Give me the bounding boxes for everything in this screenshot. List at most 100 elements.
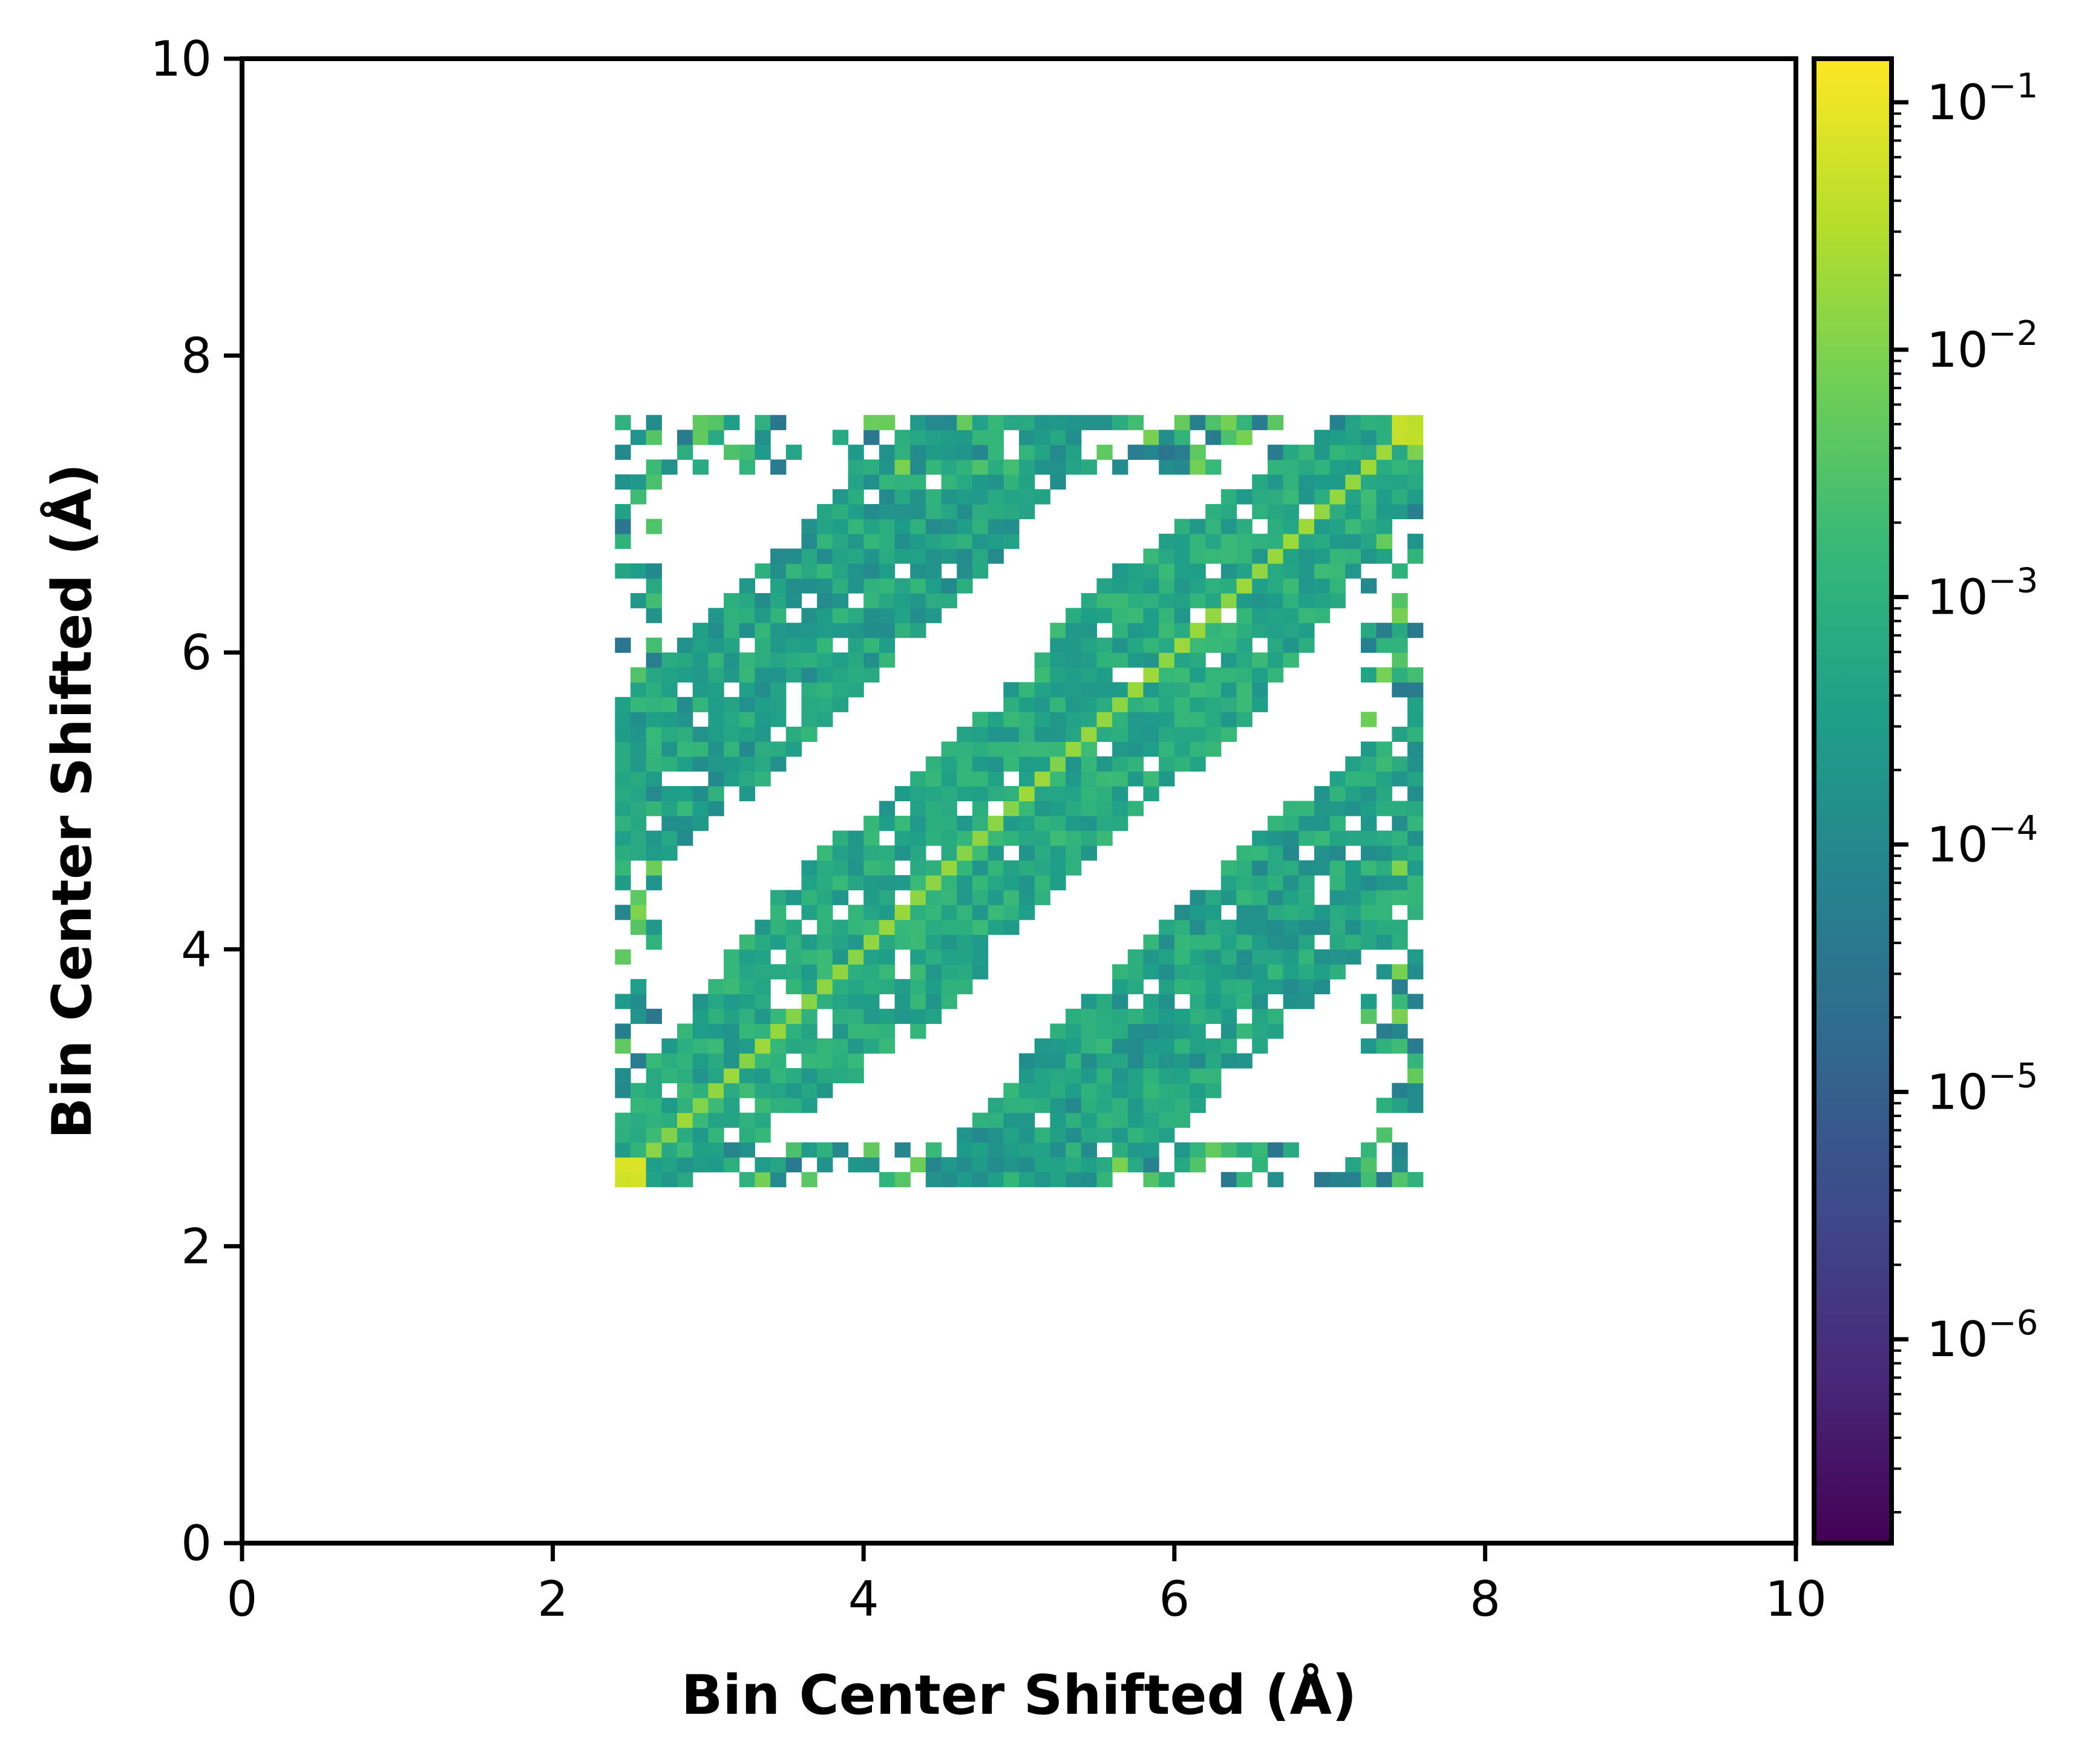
heatmap-cell: [1267, 623, 1284, 638]
heatmap-cell: [1003, 1157, 1020, 1173]
heatmap-cell: [894, 444, 911, 460]
heatmap-cell: [1143, 771, 1159, 787]
heatmap-cell: [1407, 623, 1424, 638]
heatmap-cell: [646, 801, 662, 816]
heatmap-cell: [1127, 578, 1144, 594]
heatmap-cell: [755, 1127, 771, 1143]
heatmap-cell: [1127, 637, 1144, 653]
heatmap-cell: [1190, 415, 1206, 430]
heatmap-cell: [1220, 875, 1237, 891]
heatmap-cell: [1143, 1172, 1159, 1187]
heatmap-cell: [615, 830, 631, 846]
heatmap-cell: [770, 563, 787, 579]
heatmap-cell: [724, 1112, 740, 1128]
heatmap-cell: [1314, 474, 1331, 490]
heatmap-cell: [972, 875, 989, 891]
heatmap-cell: [1267, 934, 1284, 950]
heatmap-cell: [708, 1008, 724, 1025]
heatmap-cell: [770, 1083, 787, 1098]
heatmap-cell: [755, 1038, 771, 1054]
heatmap-cell: [1205, 503, 1222, 520]
heatmap-cell: [972, 964, 989, 980]
heatmap-cell: [1174, 578, 1191, 594]
heatmap-cell: [817, 1083, 833, 1098]
heatmap-cell: [1174, 533, 1191, 549]
heatmap-cell: [631, 905, 647, 920]
heatmap-cell: [739, 1083, 756, 1098]
heatmap-cell: [1034, 830, 1050, 846]
heatmap-cell: [724, 1083, 740, 1098]
heatmap-cell: [755, 652, 771, 668]
heatmap-cell: [910, 860, 926, 876]
heatmap-cell: [677, 1083, 693, 1098]
heatmap-cell: [1252, 608, 1268, 623]
heatmap-cell: [1081, 1023, 1097, 1039]
heatmap-cell: [801, 979, 817, 994]
heatmap-cell: [1112, 415, 1128, 430]
heatmap-cell: [739, 1172, 756, 1187]
heatmap-cell: [1050, 1053, 1066, 1069]
heatmap-cell: [1050, 741, 1066, 757]
heatmap-cell: [1407, 771, 1424, 787]
heatmap-cell: [1019, 860, 1035, 876]
heatmap-cell: [646, 1083, 662, 1098]
heatmap-cell: [801, 1023, 817, 1039]
heatmap-cell: [972, 756, 989, 772]
heatmap-cell: [646, 1157, 662, 1173]
heatmap-cell: [1376, 785, 1392, 802]
heatmap-cell: [910, 934, 926, 950]
heatmap-cell: [1267, 459, 1284, 475]
heatmap-cell: [1299, 563, 1315, 579]
heatmap-cell: [785, 919, 802, 935]
heatmap-cell: [1314, 905, 1331, 920]
heatmap-cell: [1205, 415, 1222, 430]
heatmap-cell: [925, 593, 942, 609]
heatmap-cell: [910, 519, 926, 534]
heatmap-cell: [1345, 415, 1361, 430]
heatmap-cell: [631, 593, 647, 609]
heatmap-cell: [1283, 979, 1299, 994]
heatmap-cell: [692, 994, 709, 1009]
heatmap-cell: [1345, 756, 1361, 772]
heatmap-cell: [1252, 667, 1268, 683]
heatmap-cell: [1252, 1038, 1268, 1054]
heatmap-cell: [1360, 1172, 1377, 1187]
heatmap-cell: [1159, 459, 1175, 475]
heatmap-cell: [1174, 563, 1191, 579]
heatmap-cell: [1267, 845, 1284, 861]
heatmap-cell: [1127, 949, 1144, 965]
heatmap-cell: [925, 430, 942, 445]
heatmap-cell: [1314, 430, 1331, 445]
heatmap-cell: [1050, 1023, 1066, 1039]
heatmap-cell: [1267, 474, 1284, 490]
heatmap-cell: [1392, 623, 1408, 638]
heatmap-cell: [1314, 860, 1331, 876]
heatmap-cell: [863, 949, 880, 965]
heatmap-cell: [661, 1157, 678, 1173]
heatmap-cell: [1345, 771, 1361, 787]
heatmap-cell: [1143, 964, 1159, 980]
heatmap-cell: [1019, 459, 1035, 475]
heatmap-cell: [1329, 771, 1346, 787]
heatmap-cell: [1050, 875, 1066, 891]
heatmap-cell: [941, 934, 957, 950]
heatmap-cell: [1143, 1038, 1159, 1054]
heatmap-cell: [848, 860, 864, 876]
heatmap-cell: [1360, 415, 1377, 430]
heatmap-cell: [1252, 578, 1268, 594]
heatmap-cell: [832, 1023, 849, 1039]
heatmap-cell: [1174, 1142, 1191, 1158]
heatmap-cell: [661, 1098, 678, 1113]
heatmap-cell: [1376, 444, 1392, 460]
heatmap-cell: [1159, 1127, 1175, 1143]
heatmap-cell: [910, 890, 926, 905]
heatmap-cell: [1112, 637, 1128, 653]
heatmap-cell: [615, 994, 631, 1009]
heatmap-cell: [1407, 875, 1424, 891]
heatmap-cell: [879, 1038, 896, 1054]
heatmap-cell: [817, 1157, 833, 1173]
heatmap-cell: [724, 1023, 740, 1039]
heatmap-cell: [1159, 623, 1175, 638]
heatmap-cell: [988, 1142, 1004, 1158]
heatmap-cell: [677, 830, 693, 846]
